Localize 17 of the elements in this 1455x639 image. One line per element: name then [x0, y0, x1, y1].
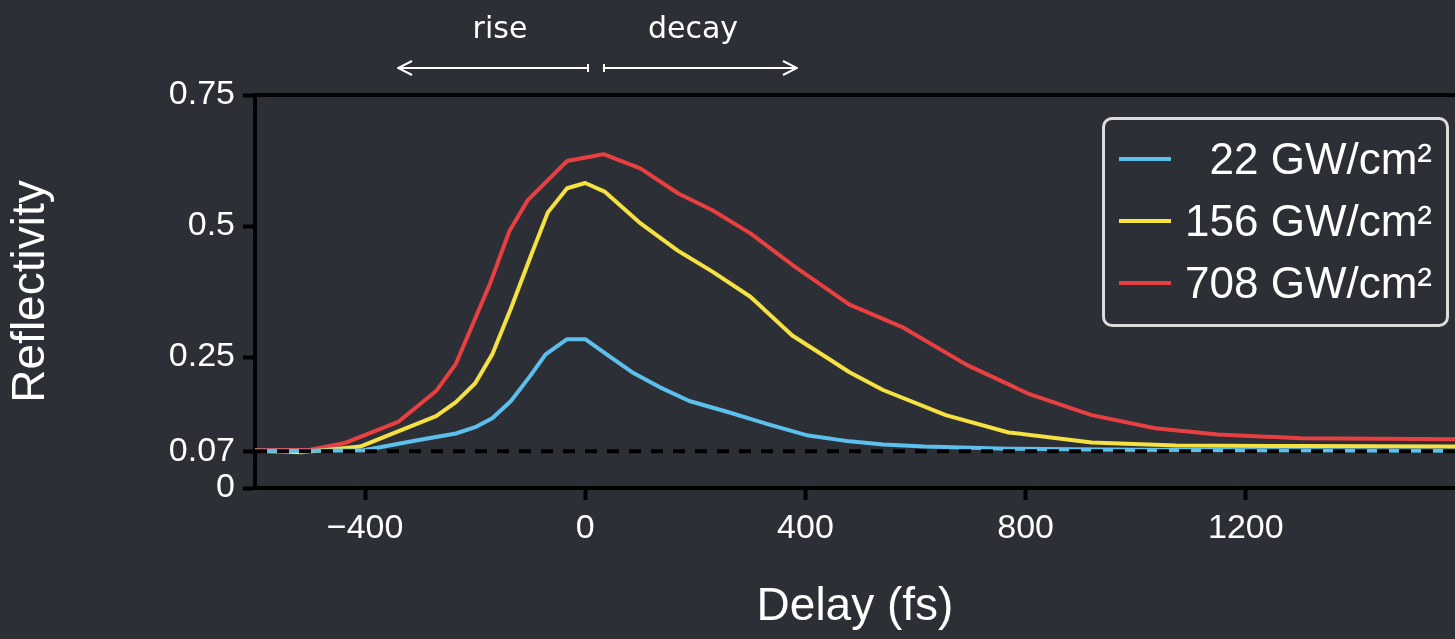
y-tick-label: 0.25: [168, 335, 235, 374]
text: decay: [647, 10, 739, 45]
legend-label: 22 GW/cm²: [1208, 134, 1432, 184]
x-tick-label: 1200: [1208, 506, 1284, 545]
text: rise: [472, 10, 528, 45]
x-tick-label: 400: [777, 506, 834, 545]
y-tick-label: 0.75: [168, 73, 235, 112]
y-tick-label: 0.5: [187, 204, 235, 243]
legend-label: 708 GW/cm²: [1184, 258, 1432, 308]
x-tick-label: 800: [997, 506, 1055, 545]
y-tick-label: 0: [216, 466, 235, 505]
x-tick-label: −400: [326, 506, 404, 545]
legend-label: 156 GW/cm²: [1184, 196, 1432, 246]
y-tick-label: 0.07: [168, 429, 235, 468]
x-tick-label: 0: [575, 506, 595, 545]
x-axis-title: Delay (fs): [756, 578, 954, 631]
y-axis-title: Reflectivity: [2, 180, 55, 403]
